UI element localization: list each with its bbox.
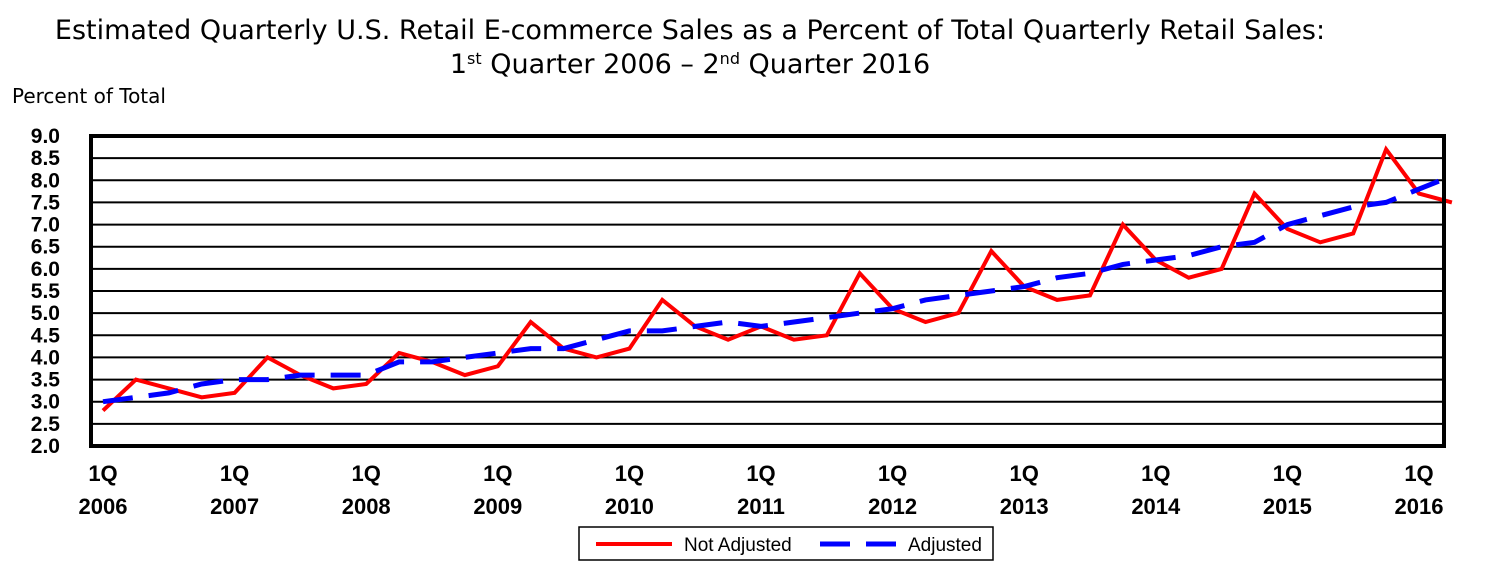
y-tick-label: 6.0	[31, 258, 60, 281]
x-tick-label-year: 2016	[1395, 494, 1444, 519]
legend: Not Adjusted Adjusted	[578, 526, 994, 561]
x-tick-label-quarter: 1Q	[878, 461, 907, 486]
y-tick-label: 6.5	[31, 236, 61, 259]
y-tick-label: 3.0	[31, 391, 60, 414]
chart-title-line-2: 1st Quarter 2006 – 2nd Quarter 2016	[0, 48, 1380, 82]
title-sup-nd: nd	[719, 49, 740, 68]
y-tick-label: 4.5	[31, 324, 61, 347]
x-tick-label-year: 2011	[737, 494, 785, 519]
title-part-b: Quarter 2006 – 2	[481, 49, 720, 80]
y-tick-label: 4.0	[31, 346, 60, 369]
y-tick-label: 2.5	[31, 413, 61, 436]
x-tick-label-quarter: 1Q	[615, 461, 644, 486]
y-tick-label: 2.0	[31, 435, 60, 458]
x-tick-label-quarter: 1Q	[1273, 461, 1302, 486]
x-tick-label-year: 2010	[605, 494, 654, 519]
x-tick-label-year: 2012	[868, 494, 917, 519]
y-tick-label: 5.5	[31, 280, 61, 303]
x-tick-label-quarter: 1Q	[1010, 461, 1039, 486]
x-tick-label-year: 2008	[342, 494, 391, 519]
x-tick-label-quarter: 1Q	[352, 461, 381, 486]
x-tick-label-year: 2007	[210, 494, 259, 519]
y-tick-label: 8.5	[31, 147, 61, 170]
x-tick-label-year: 2014	[1131, 494, 1181, 519]
x-tick-label-year: 2015	[1263, 494, 1312, 519]
x-tick-label-quarter: 1Q	[88, 461, 117, 486]
y-axis-unit-label: Percent of Total	[12, 84, 166, 108]
gridlines	[91, 135, 1444, 447]
y-tick-label: 8.0	[31, 169, 60, 192]
x-tick-label-quarter: 1Q	[746, 461, 775, 486]
y-tick-label: 5.0	[31, 302, 60, 325]
x-tick-label-quarter: 1Q	[483, 461, 512, 486]
y-tick-label: 9.0	[31, 125, 60, 148]
title-part-c: Quarter 2016	[739, 49, 931, 80]
x-tick-label-year: 2013	[1000, 494, 1049, 519]
chart-title: Estimated Quarterly U.S. Retail E-commer…	[0, 14, 1380, 82]
y-tick-label: 7.5	[31, 191, 61, 214]
x-tick-label-quarter: 1Q	[220, 461, 249, 486]
x-tick-label-year: 2009	[473, 494, 522, 519]
chart-title-line-1: Estimated Quarterly U.S. Retail E-commer…	[54, 15, 1326, 46]
plot-frame	[89, 134, 1446, 448]
title-part-a: 1	[449, 49, 468, 80]
y-tick-label: 7.0	[31, 214, 60, 237]
x-tick-label-quarter: 1Q	[1141, 461, 1170, 486]
title-sup-st: st	[467, 49, 482, 68]
legend-label-adjusted: Adjusted	[908, 535, 982, 556]
series-line-not-adjusted	[101, 145, 1453, 413]
x-axis-ticks: 1Q 2006 1Q 2007 1Q 2008 1Q 2009 1Q 2010 1Q 2011 1Q 20…	[79, 461, 1444, 519]
legend-label-not-adjusted: Not Adjusted	[684, 535, 792, 556]
series-lines	[101, 145, 1453, 413]
y-tick-label: 3.5	[31, 369, 61, 392]
x-tick-label-year: 2006	[79, 494, 128, 519]
y-axis-ticks: 9.08.58.07.57.06.56.05.55.04.54.03.53.02…	[31, 125, 61, 458]
x-tick-label-quarter: 1Q	[1404, 461, 1433, 486]
